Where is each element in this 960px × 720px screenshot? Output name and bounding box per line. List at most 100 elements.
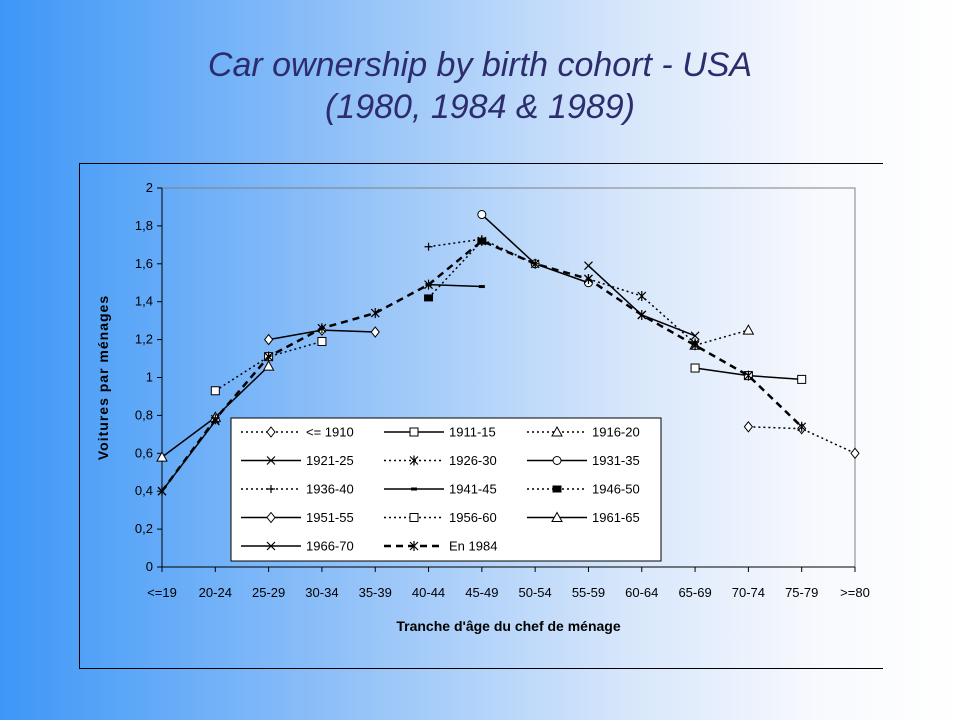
legend-item: 1936-40 <box>241 482 354 497</box>
x-tick-label: 35-39 <box>359 585 392 600</box>
legend-label: En 1984 <box>449 539 497 554</box>
legend-label: 1951-55 <box>306 510 354 525</box>
legend-swatch-marker <box>267 485 275 493</box>
legend-swatch-marker <box>551 425 563 437</box>
data-point <box>797 421 807 432</box>
legend-swatch-marker <box>266 456 276 465</box>
data-point <box>690 340 700 351</box>
legend-swatch-marker <box>409 427 419 437</box>
x-tick-label: 45-49 <box>465 585 498 600</box>
legend-swatch-marker <box>551 511 563 522</box>
y-tick-label: 0,4 <box>135 483 153 498</box>
legend-swatch-marker <box>266 541 276 551</box>
data-point <box>264 351 274 362</box>
series-line <box>428 283 482 288</box>
legend-box <box>230 417 662 562</box>
legend-item: 1921-25 <box>241 453 354 468</box>
chart-frame <box>79 163 883 669</box>
y-tick-label: 1,2 <box>135 332 153 347</box>
legend-item: En 1984 <box>384 539 497 554</box>
data-point <box>584 273 593 284</box>
legend-item: 1931-35 <box>527 453 640 468</box>
legend-label: 1966-70 <box>306 539 354 554</box>
legend-label: 1916-20 <box>592 425 640 440</box>
legend-label: 1946-50 <box>592 482 640 497</box>
x-tick-label: 60-64 <box>625 585 658 600</box>
slide-title: Car ownership by birth cohort - USA (198… <box>0 44 960 128</box>
legend-item: 1961-65 <box>527 510 640 525</box>
data-point <box>637 291 647 302</box>
legend-label: 1926-30 <box>449 453 497 468</box>
data-point <box>156 451 168 462</box>
series-line <box>427 240 483 299</box>
series-1941-45 <box>425 283 485 289</box>
x-tick-label: 55-59 <box>572 585 605 600</box>
x-tick-label: 50-54 <box>519 585 552 600</box>
y-tick-label: 1,6 <box>135 256 153 271</box>
series-1946-50 <box>424 237 487 302</box>
data-point <box>424 242 433 251</box>
x-axis-title: Tranche d'âge du chef de ménage <box>396 618 620 634</box>
y-tick-label: 0,2 <box>135 521 153 536</box>
legend-label: 1961-65 <box>592 510 640 525</box>
x-tick-label: 75-79 <box>785 585 818 600</box>
data-point <box>424 294 434 302</box>
y-axis-title: Voitures par ménages <box>95 295 111 460</box>
series-line <box>694 329 749 347</box>
slide-title-line2: (1980, 1984 & 1989) <box>324 88 636 126</box>
y-tick-label: 1,4 <box>135 294 153 309</box>
legend-label: 1941-45 <box>449 482 497 497</box>
legend-label: 1956-60 <box>449 510 497 525</box>
y-tick-label: 0,6 <box>135 445 153 460</box>
legend-swatch-marker <box>552 485 562 493</box>
data-point <box>262 360 275 371</box>
legend-item: 1926-30 <box>384 453 497 468</box>
data-point <box>478 285 485 289</box>
legend-item: 1911-15 <box>384 425 496 440</box>
y-tick-label: 1,8 <box>135 218 153 233</box>
data-point <box>743 420 754 433</box>
x-tick-label: 30-34 <box>305 585 338 600</box>
legend-swatch-marker <box>409 513 419 522</box>
slide-title-line1: Car ownership by birth cohort - USA <box>207 46 753 84</box>
data-point <box>317 323 327 334</box>
x-tick-label: 20-24 <box>199 585 232 600</box>
data-point <box>477 236 487 247</box>
y-axis: 0 0,2 0,4 0,6 0,8 1 1,2 1,4 1,6 1,8 2 <box>135 180 163 574</box>
data-point <box>424 279 433 290</box>
legend-label: 1931-35 <box>592 453 640 468</box>
data-point <box>584 261 593 271</box>
data-point <box>743 370 753 381</box>
series-line <box>214 340 323 392</box>
legend-swatch-marker <box>409 455 419 466</box>
data-point <box>477 210 487 220</box>
legend-item: 1916-20 <box>527 425 640 440</box>
series-layer <box>156 210 860 497</box>
x-axis: <=19 20-24 25-29 30-34 35-39 40-44 45-49 50-54 5… <box>147 566 870 600</box>
data-point <box>317 336 327 346</box>
legend-swatch-marker <box>266 511 276 524</box>
data-point <box>210 414 220 425</box>
legend-item: 1966-70 <box>241 539 354 554</box>
data-point <box>850 447 860 460</box>
legend-item: 1951-55 <box>241 510 354 525</box>
y-tick-label: 1 <box>146 370 153 385</box>
x-tick-label: 65-69 <box>678 585 711 600</box>
legend-swatch-marker <box>552 456 562 465</box>
data-point <box>742 324 755 335</box>
data-point <box>157 486 167 497</box>
data-point <box>210 386 220 396</box>
x-tick-label: <=19 <box>147 585 177 600</box>
series-en-1984 <box>157 236 807 497</box>
series-1966-70 <box>157 416 220 496</box>
legend-item: 1956-60 <box>384 510 497 525</box>
x-tick-label: >=80 <box>840 585 870 600</box>
y-tick-label: 0 <box>146 559 153 574</box>
data-point <box>637 309 647 320</box>
legend: <= 1910 1911-15 1916-20 1921-25 1926-30 1931-… <box>230 417 662 562</box>
x-tick-label: 40-44 <box>412 585 445 600</box>
legend-label: 1936-40 <box>306 482 354 497</box>
series-1916-20 <box>689 324 755 350</box>
x-tick-label: 70-74 <box>732 585 765 600</box>
